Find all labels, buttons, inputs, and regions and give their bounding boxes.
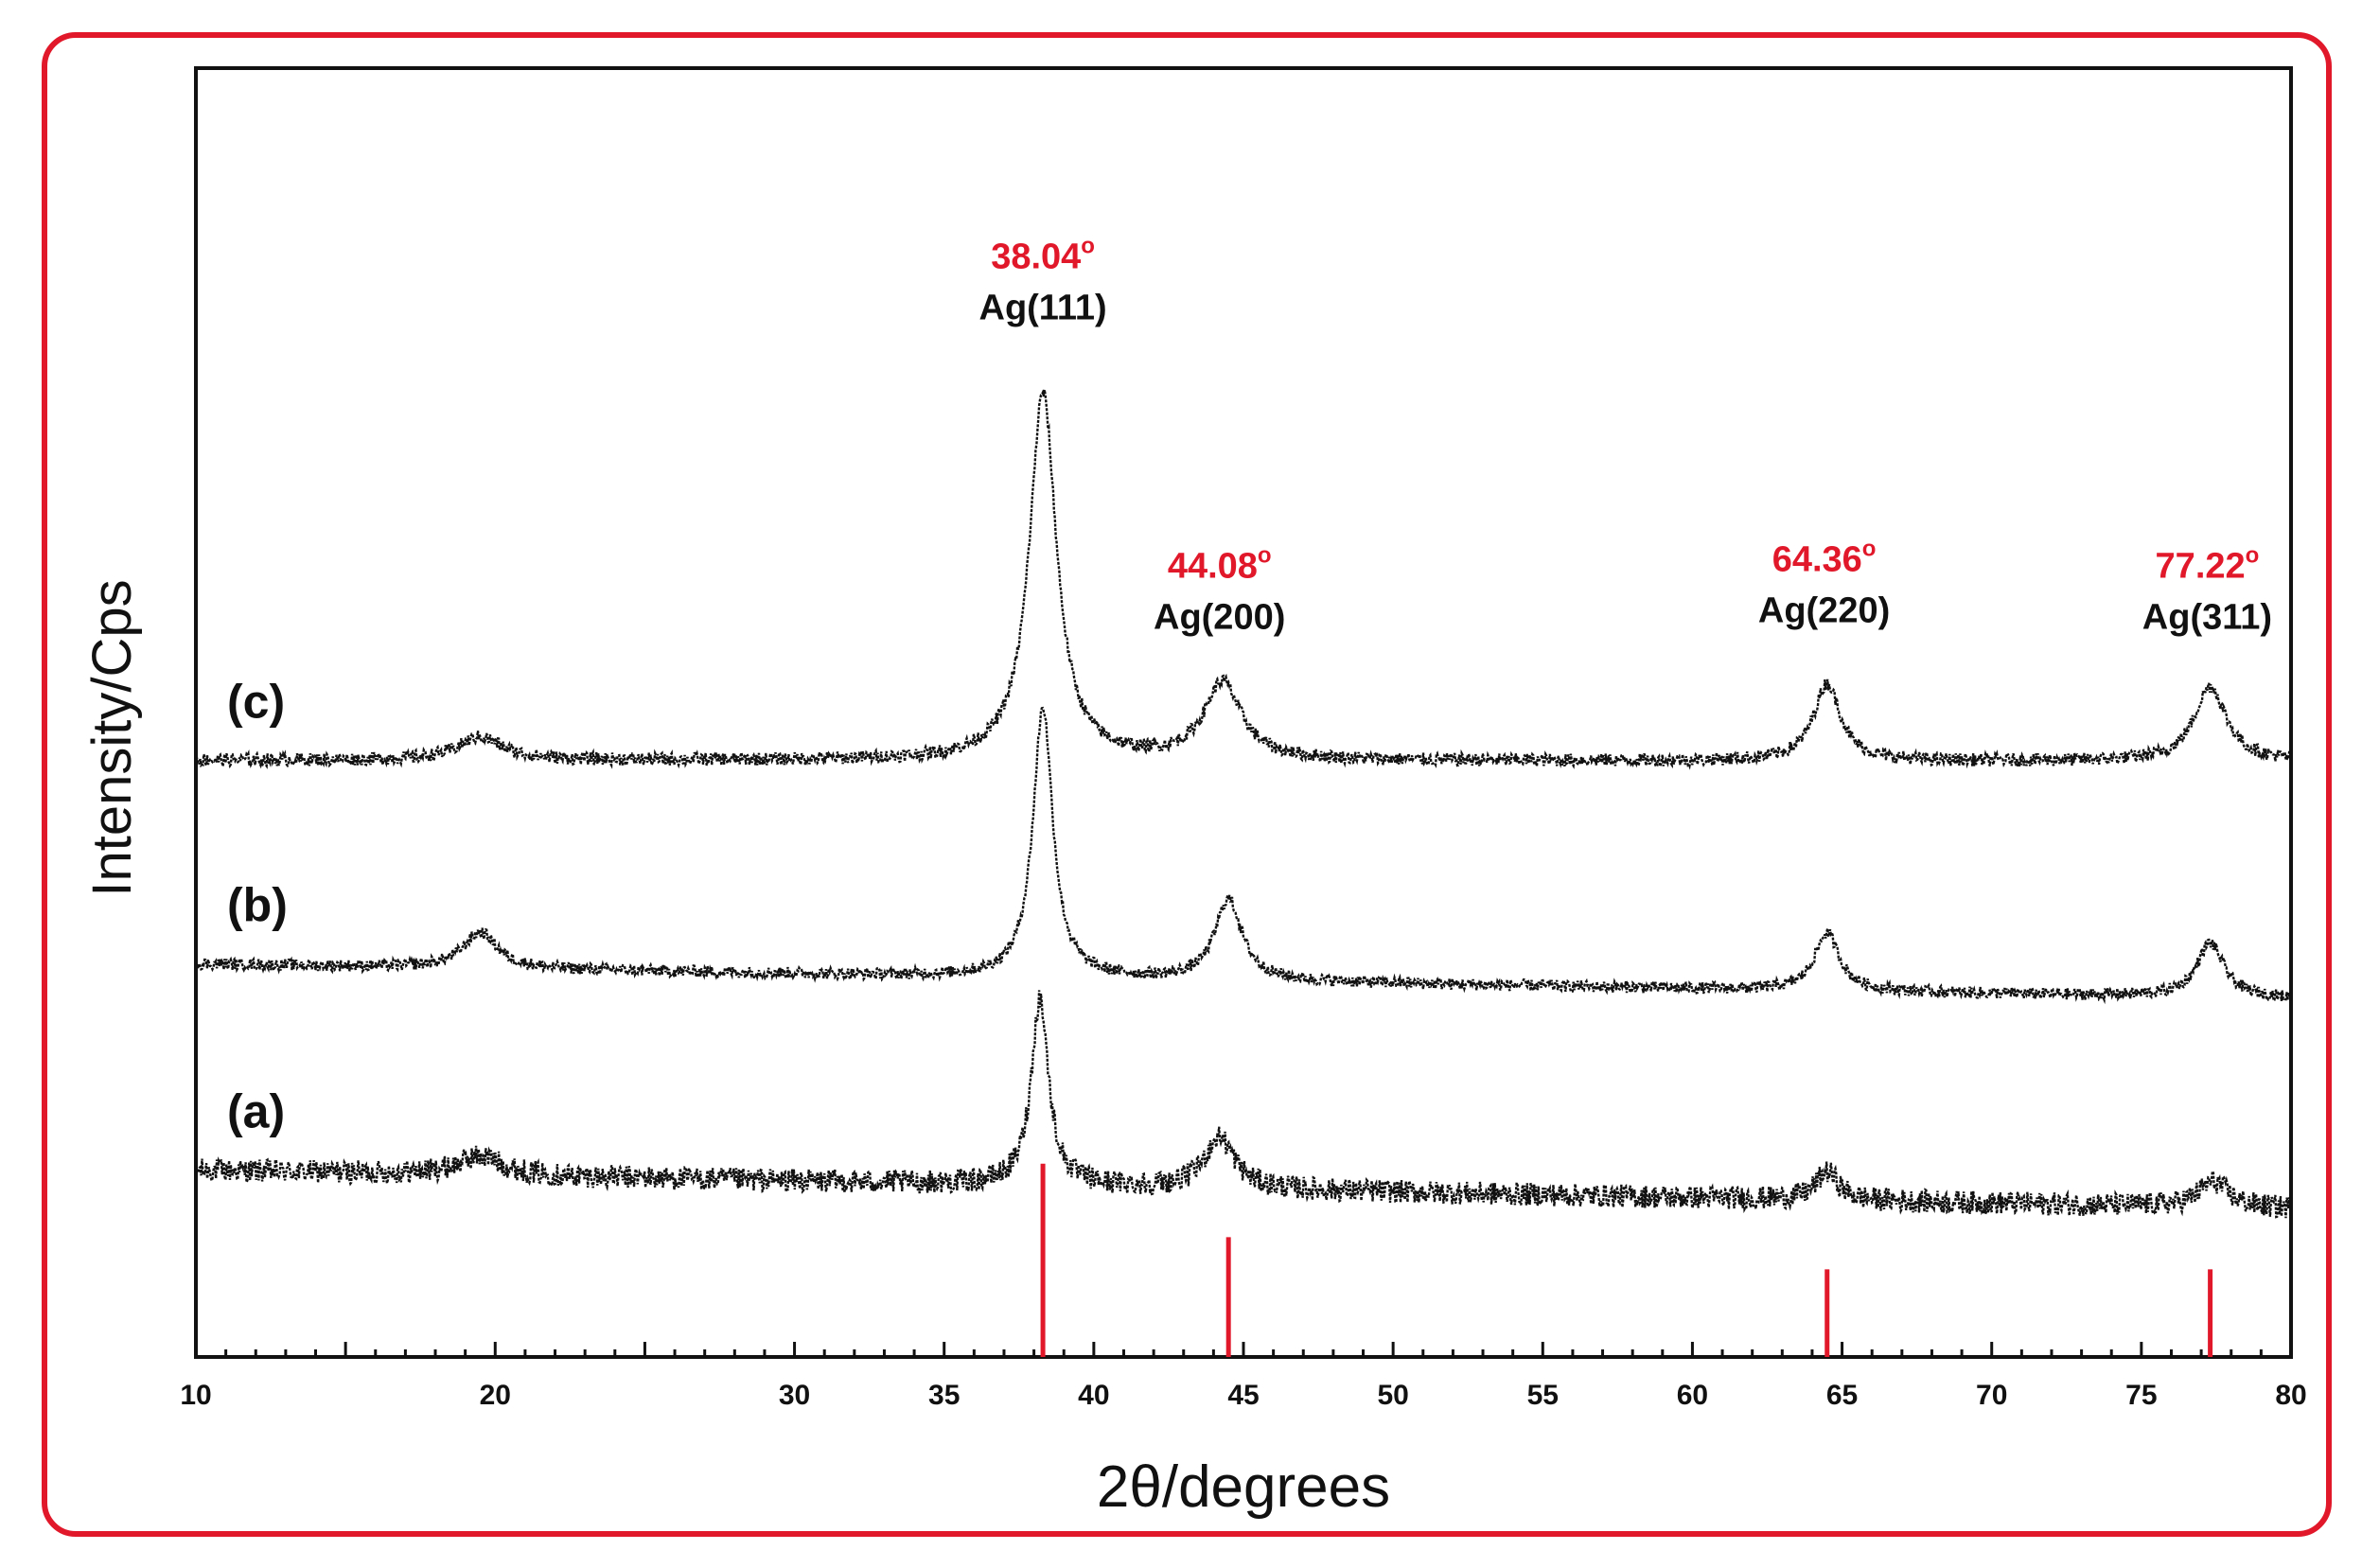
- series-trace-2: [194, 706, 2293, 1004]
- traces: [194, 389, 2293, 1219]
- peak-plane-label: Ag(111): [979, 289, 1107, 328]
- peak-plane-label: Ag(311): [2142, 597, 2272, 637]
- peak-angle-label: 38.04o: [991, 234, 1095, 277]
- x-tick-label: 80: [2275, 1380, 2306, 1411]
- series-labels: (a) (b) (c): [227, 675, 288, 1137]
- x-tick-label: 70: [1976, 1380, 2007, 1411]
- series-label-1: (a): [227, 1085, 285, 1138]
- peak-annotations: 38.04o Ag(111) 44.08o Ag(200) 64.36o Ag(220) 7…: [979, 234, 2273, 638]
- x-tick-label: 40: [1078, 1380, 1109, 1411]
- series-trace-3: [195, 389, 2293, 771]
- peak-angle-label: 64.36o: [1772, 537, 1877, 580]
- figure-frame: [42, 32, 2332, 1537]
- peak-annotation-3: 64.36o Ag(220): [1758, 537, 1890, 631]
- peak-plane-label: Ag(220): [1758, 591, 1890, 631]
- x-tick-label: 60: [1677, 1380, 1708, 1411]
- x-axis-title: 2θ/degrees: [1097, 1454, 1390, 1520]
- x-tick-label: 50: [1377, 1380, 1408, 1411]
- peak-annotation-4: 77.22o Ag(311): [2142, 542, 2272, 637]
- x-tick-label: 35: [928, 1380, 960, 1411]
- x-tick-label: 10: [180, 1380, 211, 1411]
- x-tick-label: 75: [2125, 1380, 2157, 1411]
- peak-annotation-1: 38.04o Ag(111): [979, 234, 1107, 328]
- peak-angle-label: 77.22o: [2156, 542, 2260, 586]
- series-label-3: (c): [227, 675, 285, 728]
- y-axis-title: Intensity/Cps: [81, 579, 143, 896]
- series-label-2: (b): [227, 879, 288, 932]
- peak-angle-label: 44.08o: [1168, 542, 1272, 586]
- x-axis-ticks: 10 20 30 35 40 45 50 55 60 65 70 75 80: [180, 1342, 2307, 1411]
- series-trace-1: [194, 990, 2293, 1219]
- reference-lines: [1040, 1163, 2213, 1357]
- x-tick-label: 55: [1527, 1380, 1559, 1411]
- x-tick-label: 20: [480, 1380, 511, 1411]
- x-tick-label: 65: [1826, 1380, 1858, 1411]
- peak-plane-label: Ag(200): [1154, 597, 1285, 637]
- peak-annotation-2: 44.08o Ag(200): [1154, 542, 1285, 637]
- x-tick-label: 30: [779, 1380, 810, 1411]
- x-tick-label: 45: [1227, 1380, 1259, 1411]
